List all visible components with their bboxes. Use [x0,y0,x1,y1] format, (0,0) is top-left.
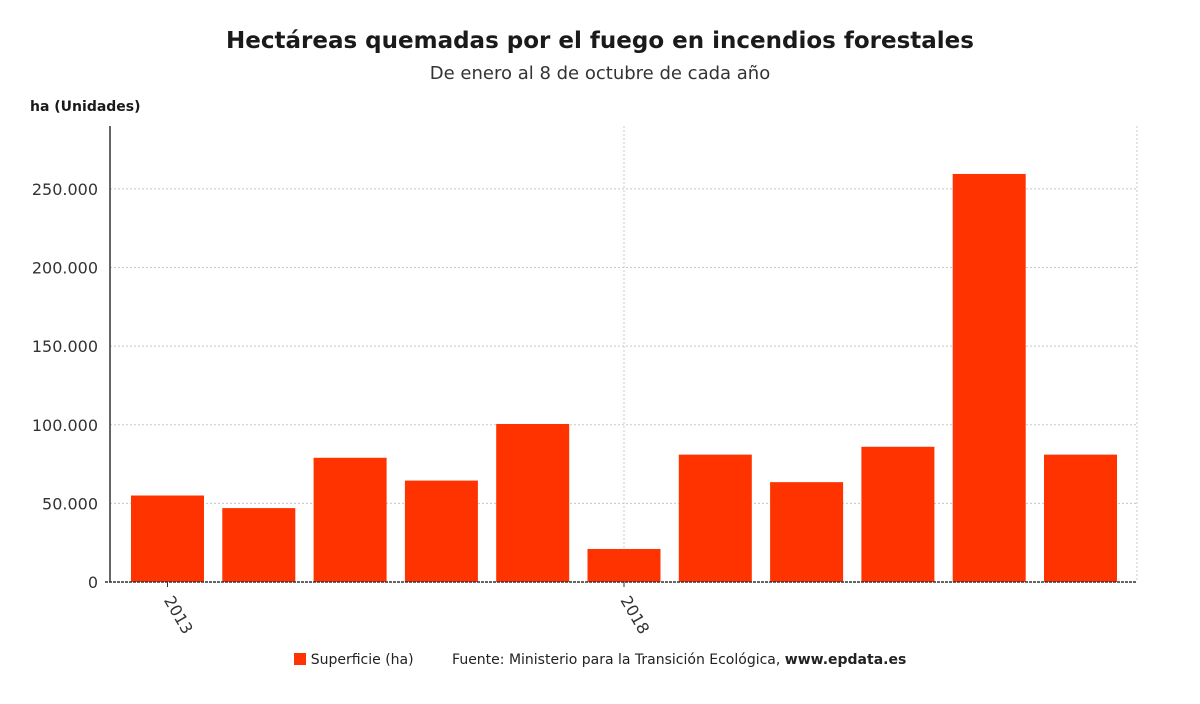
chart-title: Hectáreas quemadas por el fuego en incen… [226,28,974,54]
source-link[interactable]: www.epdata.es [784,652,907,668]
y-tick-label: 200.000 [32,259,98,278]
x-tick-label: 2018 [617,593,654,638]
y-tick-label: 250.000 [32,180,98,199]
bars-layer [131,173,1117,582]
legend-label: Superficie (ha) [310,652,414,668]
bar-2020[interactable] [770,482,844,582]
bar-2023[interactable] [1044,454,1117,582]
y-axis-unit-label: ha (Unidades) [30,99,141,115]
bar-2018[interactable] [587,548,661,582]
x-tick-label: 2013 [160,593,197,638]
legend-swatch [293,653,306,665]
bar-2017[interactable] [496,423,570,582]
grid-layer [110,126,1138,582]
bar-2016[interactable] [404,480,478,582]
chart-footer: Superficie (ha) Fuente: Ministerio para … [0,652,1200,668]
source-text: Fuente: Ministerio para la Transición Ec… [452,652,781,668]
bar-2015[interactable] [313,457,387,582]
bar-2022[interactable] [952,173,1026,582]
bar-2019[interactable] [678,454,752,582]
chart-subtitle: De enero al 8 de octubre de cada año [429,63,771,84]
y-tick-label: 0 [88,573,98,592]
y-tick-label: 50.000 [42,494,98,513]
y-tick-label: 150.000 [32,337,98,356]
bar-2013[interactable] [131,495,204,582]
bar-2014[interactable] [222,508,296,582]
bar-2021[interactable] [861,446,935,582]
y-tick-label: 100.000 [32,416,98,435]
